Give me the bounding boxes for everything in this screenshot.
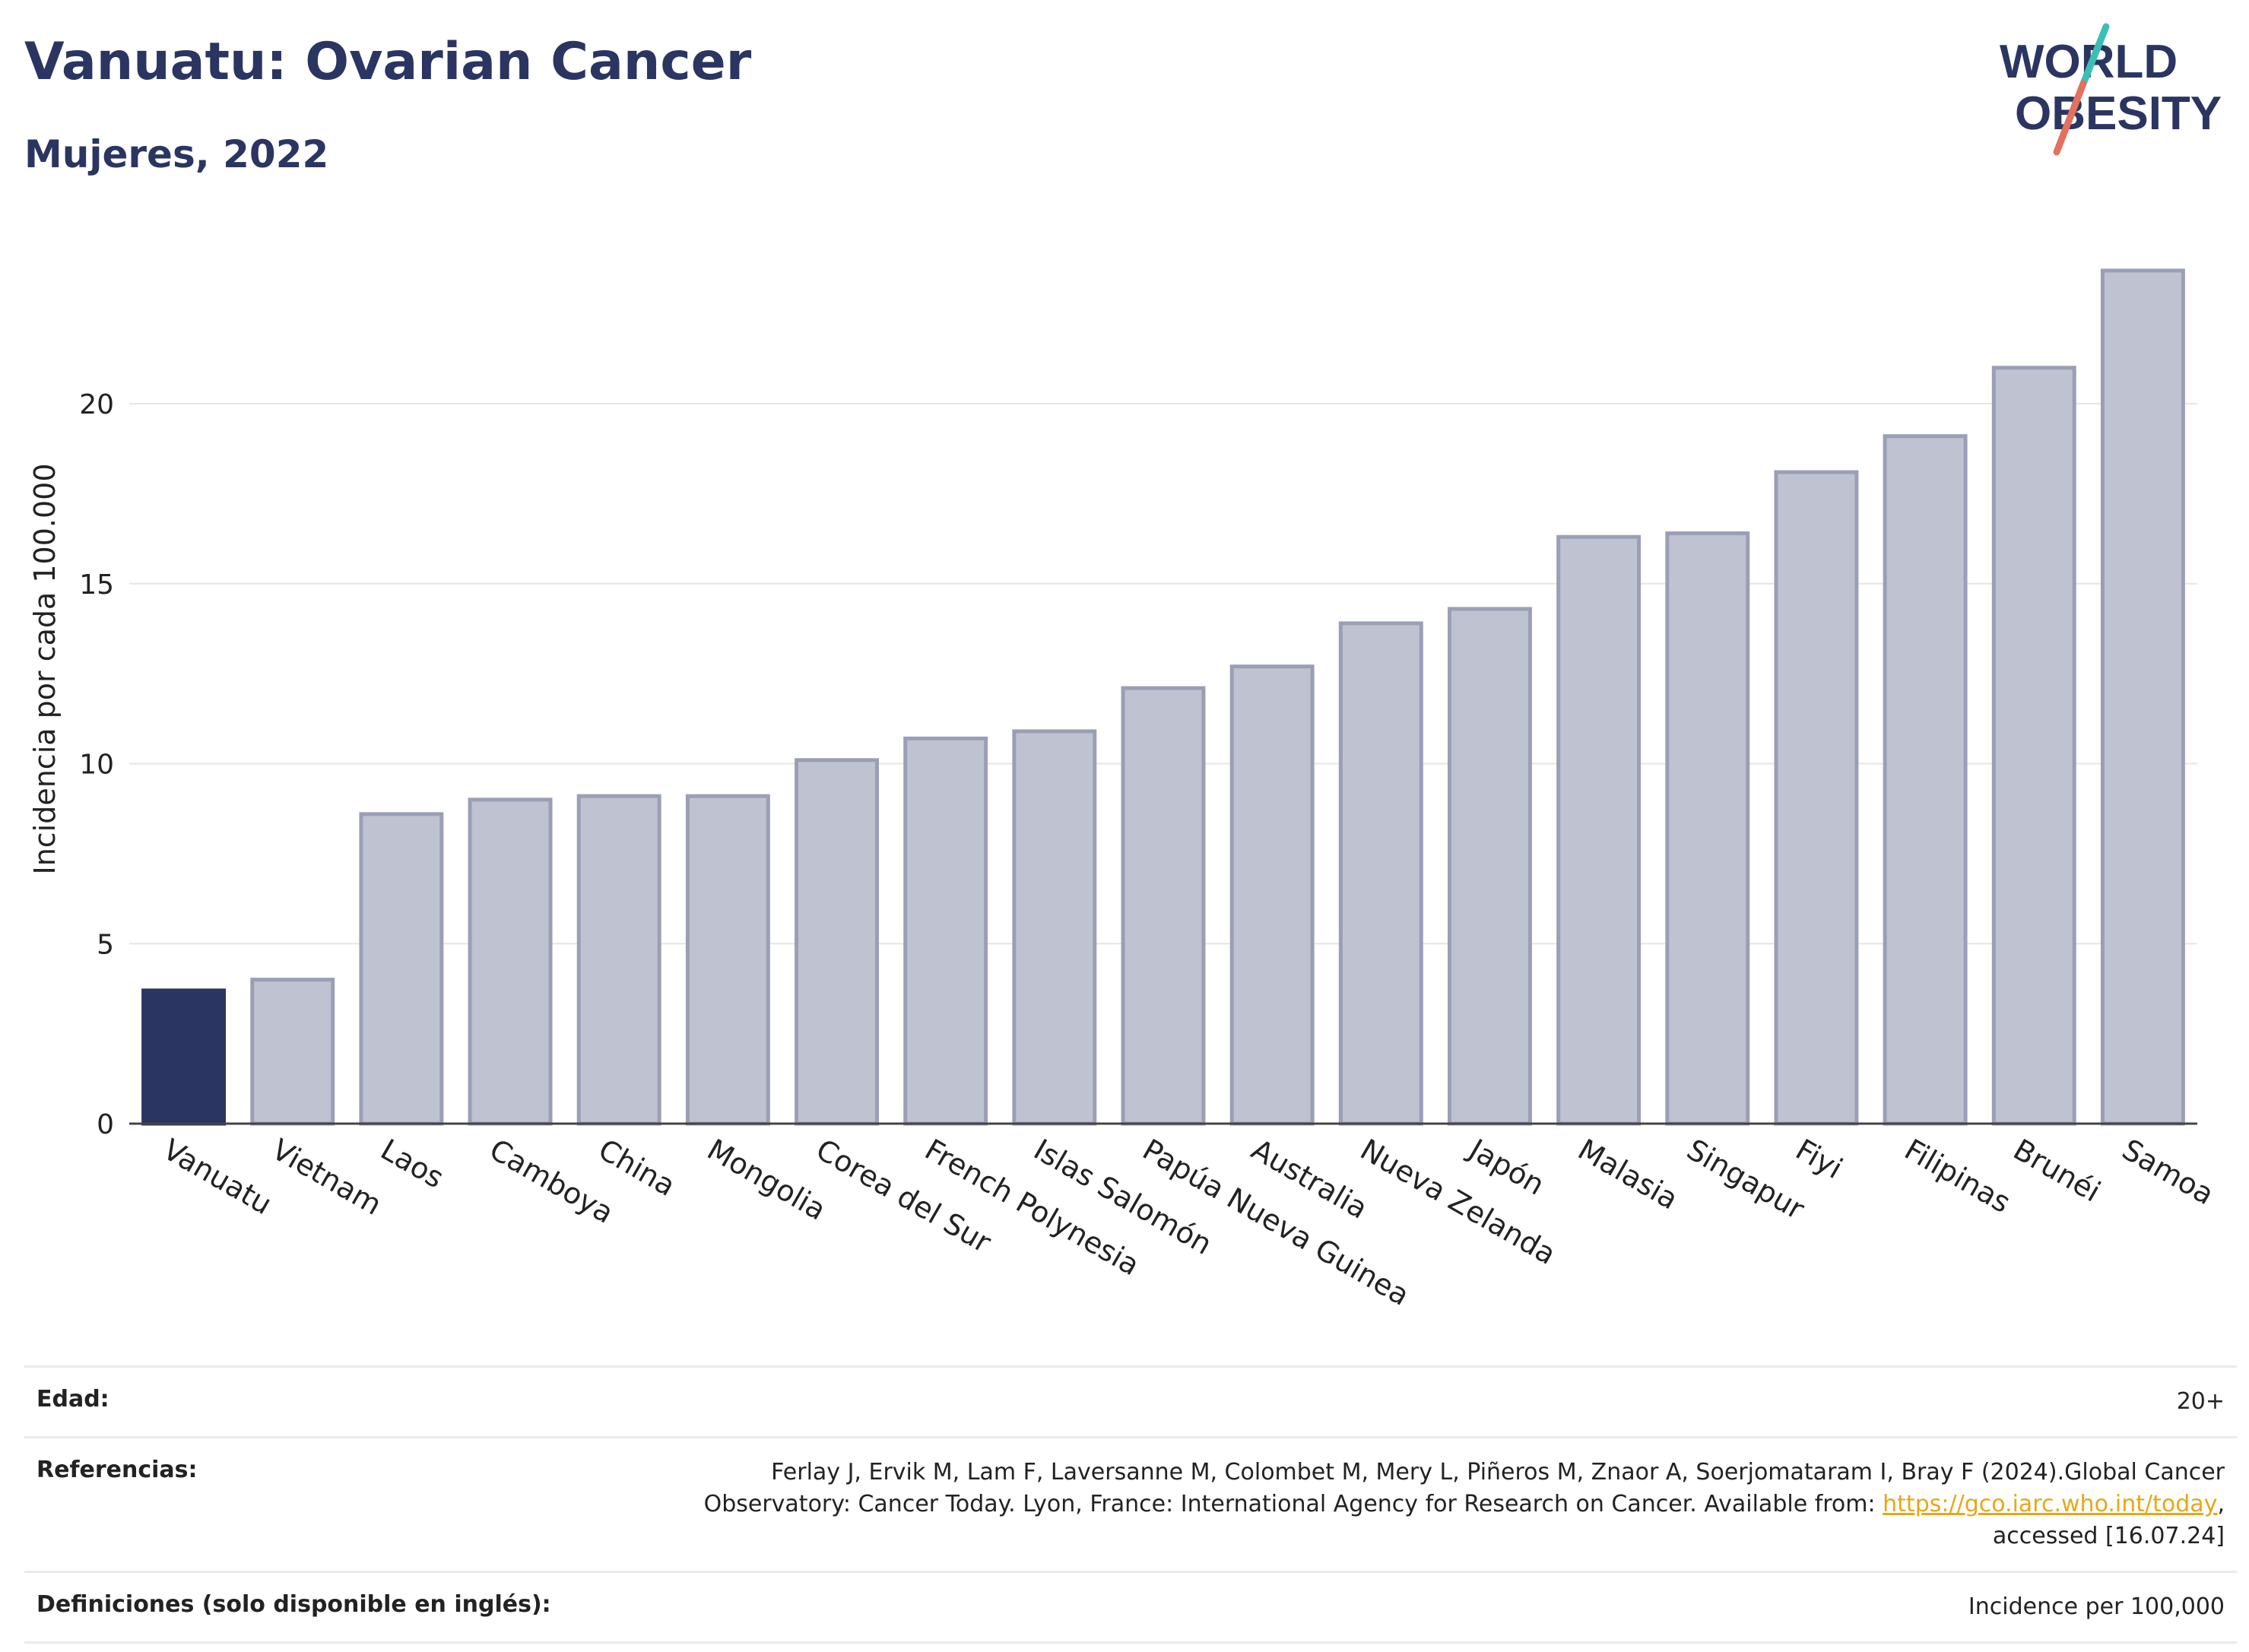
age-label: Edad: [36, 1386, 109, 1413]
x-tick-label: Singapur [1681, 1133, 1810, 1226]
bar-mongolia [685, 794, 770, 1126]
x-tick-label: Japón [1462, 1132, 1550, 1202]
references-link[interactable]: https://gco.iarc.who.int/today [1883, 1491, 2218, 1517]
x-tick-label: Mongolia [702, 1133, 832, 1227]
bar-japón [1448, 607, 1532, 1126]
x-tick-label: China [593, 1133, 681, 1203]
y-tick-label: 5 [97, 929, 114, 960]
y-tick-label: 10 [79, 750, 114, 781]
logo-slash-teal [2079, 23, 2110, 87]
age-value: 20+ [2176, 1388, 2225, 1415]
definitions-label: Definiciones (solo disponible en inglés)… [36, 1591, 551, 1618]
info-row-definitions: Definiciones (solo disponible en inglés)… [24, 1571, 2237, 1644]
bar-samoa [2100, 268, 2185, 1126]
references-text-1: Ferlay J, Ervik M, Lam F, Laversanne M, … [703, 1459, 2225, 1517]
x-tick-label: Brunéi [2008, 1133, 2106, 1209]
info-table: Edad: 20+ Referencias: Ferlay J, Ervik M… [24, 1365, 2237, 1644]
bar-corea-del-sur [795, 758, 879, 1126]
y-tick-label: 0 [97, 1109, 114, 1140]
definitions-value: Incidence per 100,000 [1968, 1593, 2225, 1620]
x-tick-label: Fiyi [1790, 1133, 1848, 1185]
bar-camboya [468, 797, 553, 1126]
references-text-2: , accessed [16.07.24] [1992, 1491, 2225, 1549]
y-axis-label: Incidencia por cada 100.000 [28, 463, 62, 874]
bar-islas-salomón [1012, 729, 1097, 1126]
bar-vanuatu [141, 988, 227, 1126]
bar-china [576, 794, 661, 1126]
y-tick-label: 20 [79, 389, 114, 420]
x-tick-label: Nueva Zelanda [1355, 1133, 1562, 1271]
info-row-age: Edad: 20+ [24, 1365, 2237, 1436]
chart-subtitle: Mujeres, 2022 [24, 132, 329, 176]
logo-text-obesity: OBESITY [2015, 87, 2222, 140]
bar-singapur [1665, 531, 1750, 1126]
x-tick-label: Laos [375, 1133, 449, 1195]
x-tick-label: Camboya [484, 1133, 620, 1230]
bar-laos [359, 812, 444, 1126]
bar-vietnam [250, 978, 335, 1126]
bars [141, 268, 2185, 1126]
bar-malasia [1556, 534, 1642, 1126]
chart-title: Vanuatu: Ovarian Cancer [24, 32, 752, 92]
references-value: Ferlay J, Ervik M, Lam F, Laversanne M, … [658, 1457, 2225, 1552]
bar-filipinas [1883, 434, 1968, 1126]
world-obesity-logo: WORLD OBESITY [2000, 23, 2222, 156]
x-tick-label: Malasia [1572, 1133, 1683, 1216]
references-label: Referencias: [36, 1457, 198, 1483]
bar-brunéi [1991, 366, 2076, 1126]
bar-nueva-zelanda [1338, 621, 1423, 1126]
bar-papúa-nueva-guinea [1121, 686, 1206, 1126]
info-row-references: Referencias: Ferlay J, Ervik M, Lam F, L… [24, 1436, 2237, 1571]
x-tick-label: Samoa [2117, 1133, 2219, 1212]
logo-slash-coral [2053, 80, 2087, 156]
bar-fiyi [1774, 470, 1859, 1126]
y-tick-label: 15 [79, 569, 114, 601]
bar-french-polynesia [903, 736, 988, 1126]
bar-australia [1229, 664, 1315, 1126]
x-tick-label: Vanuatu [157, 1133, 278, 1221]
x-tick-label: Vietnam [266, 1133, 387, 1222]
x-tick-label: Filipinas [1899, 1133, 2016, 1219]
